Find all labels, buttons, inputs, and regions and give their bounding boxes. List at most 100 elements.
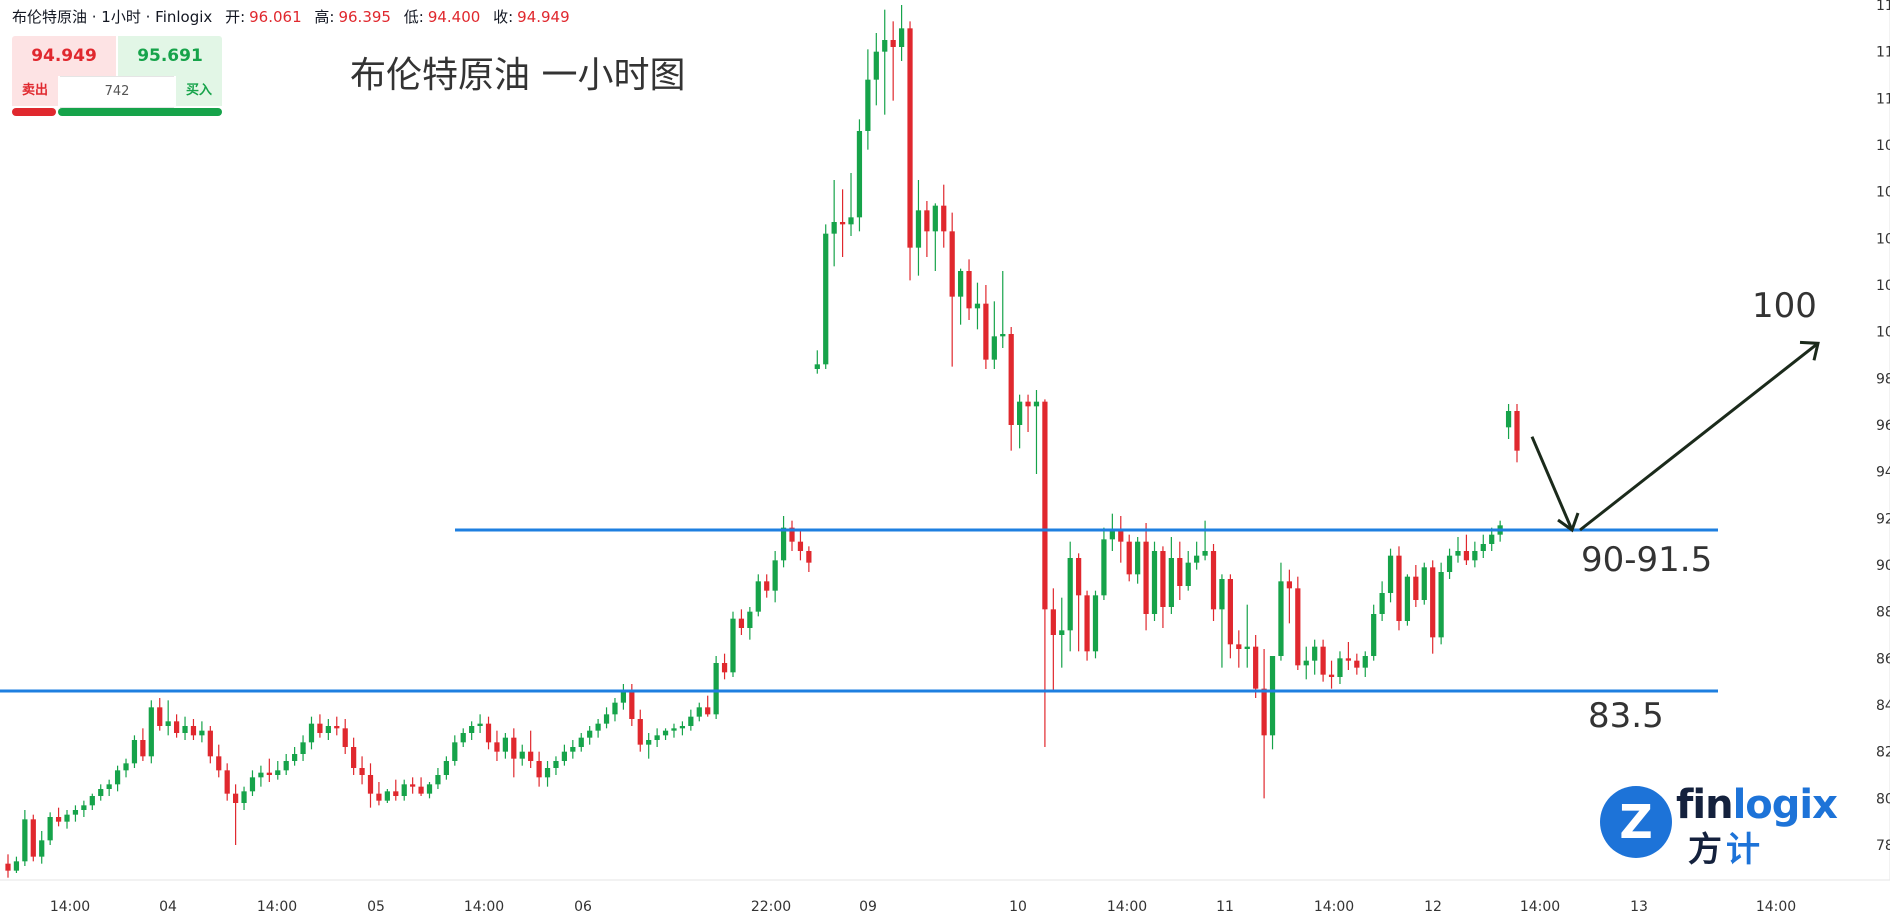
candle-body [1168,558,1174,607]
candle-body [207,730,213,757]
ask-price-button[interactable]: 95.691 [118,36,222,76]
candle-body [376,793,382,801]
candle-body [190,726,197,736]
candle-body [1244,646,1250,649]
candle-body [646,740,652,745]
candle-body [5,863,11,871]
candle-body [1446,555,1453,572]
candle-body [612,702,618,715]
candle-body [241,791,247,803]
candle-body [367,775,374,794]
sell-button[interactable]: 卖出 [12,76,58,106]
candle-body [865,79,871,131]
y-tick-label: 96.000 [1876,418,1890,434]
candle-body [941,205,947,232]
candle-body [494,742,500,752]
y-tick-label: 106.000 [1876,185,1890,201]
y-tick-label: 86.000 [1876,651,1890,667]
candle-body [1345,658,1352,661]
candle-body [1160,551,1166,607]
candle-body [22,819,28,862]
candle-body [949,231,955,297]
candle-body [165,721,171,726]
candle-body [64,814,70,822]
candle-body [502,737,508,752]
candle-body [890,40,896,47]
candle-body [932,205,938,232]
candle-body [587,730,593,738]
candle-body [1337,658,1343,677]
candle-body [907,28,913,248]
x-tick-label: 05 [367,899,385,915]
candle-body [1109,530,1115,540]
candle-body [123,763,129,771]
x-tick-label: 11 [1216,899,1234,915]
candle-body [595,723,601,731]
candle-body [418,786,424,794]
candle-body [772,560,778,591]
x-tick-label: 14:00 [464,899,504,915]
candle-body [848,217,854,225]
candle-body [528,751,534,761]
candle-body [561,751,568,761]
candle-body [39,840,45,857]
resistance-level-label: 90-91.5 [1581,540,1713,580]
candle-body [966,271,972,309]
candle-body [747,611,753,628]
candle-body [1286,581,1292,589]
candle-body [1143,541,1149,614]
candle-body [1194,555,1200,563]
x-tick-label: 14:00 [50,899,90,915]
buy-button[interactable]: 买入 [176,76,222,106]
candle-body [662,730,669,736]
low-value: 94.400 [427,8,481,26]
candle-body [637,719,643,745]
spread-value: 742 [60,76,174,108]
candle-body [173,721,180,733]
projection-arrow-down [1530,436,1574,531]
candle-body [1379,593,1385,614]
y-tick-label: 84.000 [1876,698,1890,714]
candle-body [1253,646,1259,689]
projection-arrow-up [1579,342,1819,532]
candle-body [1480,544,1486,551]
candle-body [688,716,694,726]
candle-body [1413,576,1419,600]
candle-body [620,691,627,703]
x-tick-label: 14:00 [257,899,297,915]
candle-body [469,726,475,733]
candle-body [536,761,542,778]
candle-body [806,551,812,563]
y-tick-label: 82.000 [1876,745,1890,761]
candle-body [1025,401,1031,407]
candle-body [831,222,837,234]
finlogix-logo: Z finlogix 方计 [1600,782,1838,870]
candle-body [764,581,770,591]
candle-body [81,805,87,810]
candle-body [1076,558,1082,596]
candle-body [401,784,407,796]
candle-body [898,28,905,47]
candle-body [1278,581,1284,656]
candle-body [1269,656,1276,736]
bid-price-button[interactable]: 94.949 [12,36,116,76]
candle-body [1202,551,1208,556]
candle-body [106,784,112,789]
candle-body [1438,572,1444,638]
candle-body [730,618,736,673]
candle-body [1185,562,1191,586]
candle-body [1084,595,1090,652]
candle-body [654,735,660,740]
candle-body [275,770,281,775]
candle-body [1354,660,1360,668]
candle-body [443,761,449,775]
candle-body [823,233,829,365]
candle-body [334,726,340,729]
candle-body [1371,614,1377,656]
candle-body [696,707,702,717]
candle-body [1489,534,1495,544]
candle-body [1387,555,1394,593]
y-tick-label: 114.000 [1876,0,1890,14]
x-tick-label: 06 [574,899,592,915]
